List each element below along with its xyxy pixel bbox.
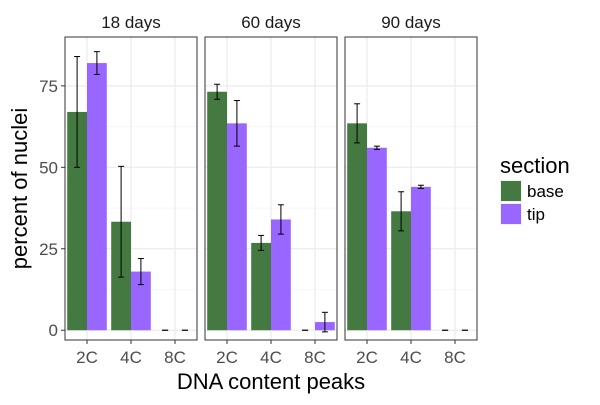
x-tick-label: 2C bbox=[76, 348, 98, 367]
y-tick-label: 0 bbox=[49, 321, 58, 340]
bar-base bbox=[391, 211, 411, 331]
facet-title: 60 days bbox=[241, 13, 301, 32]
facet-title: 90 days bbox=[381, 13, 441, 32]
facet-strip bbox=[345, 8, 477, 36]
bar-tip bbox=[227, 123, 247, 331]
y-axis-title: percent of nuclei bbox=[7, 108, 32, 269]
bar-base bbox=[67, 111, 87, 331]
legend-label-tip: tip bbox=[527, 205, 545, 224]
legend-swatch-tip bbox=[501, 204, 521, 224]
x-tick-label: 4C bbox=[120, 348, 142, 367]
legend-title: section bbox=[500, 153, 570, 178]
bar-tip bbox=[411, 186, 431, 331]
facet-strip bbox=[205, 8, 337, 36]
bar-base bbox=[251, 242, 271, 331]
x-tick-label: 4C bbox=[260, 348, 282, 367]
x-tick-label: 8C bbox=[304, 348, 326, 367]
x-axis-title: DNA content peaks bbox=[177, 369, 365, 394]
facet-strip bbox=[65, 8, 197, 36]
y-tick-label: 75 bbox=[39, 77, 58, 96]
bar-tip bbox=[87, 63, 107, 331]
x-tick-label: 2C bbox=[216, 348, 238, 367]
x-tick-label: 8C bbox=[444, 348, 466, 367]
facet-title: 18 days bbox=[101, 13, 161, 32]
x-tick-label: 8C bbox=[164, 348, 186, 367]
x-tick-label: 4C bbox=[400, 348, 422, 367]
y-tick-label: 50 bbox=[39, 158, 58, 177]
x-tick-label: 2C bbox=[356, 348, 378, 367]
y-tick-label: 25 bbox=[39, 240, 58, 259]
bar-base bbox=[347, 123, 367, 331]
legend-swatch-base bbox=[501, 181, 521, 201]
bar-tip bbox=[131, 271, 151, 331]
bar-tip bbox=[271, 219, 291, 331]
bar-base bbox=[207, 91, 227, 331]
legend-label-base: base bbox=[527, 182, 564, 201]
bar-tip bbox=[367, 147, 387, 331]
